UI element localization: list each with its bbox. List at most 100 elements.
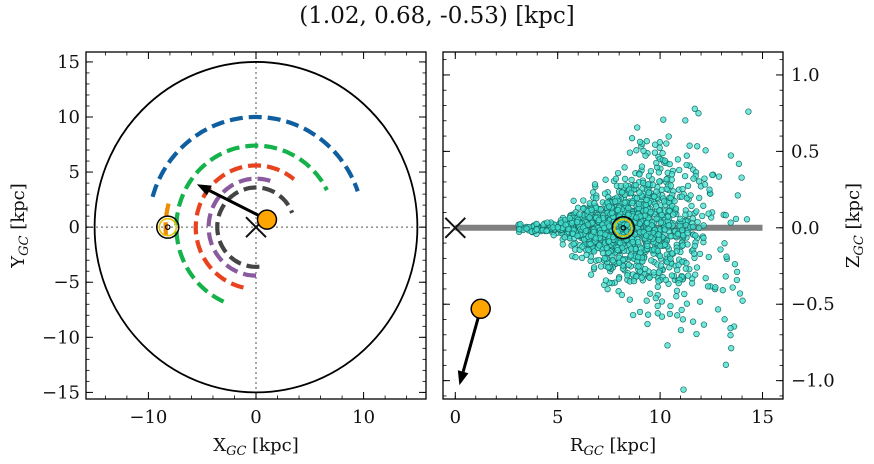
scatter-point bbox=[692, 232, 699, 239]
scatter-point bbox=[647, 209, 654, 216]
scatter-point bbox=[566, 214, 573, 222]
scatter-point bbox=[559, 241, 566, 248]
y-tick-label: −15 bbox=[42, 382, 80, 403]
scatter-point bbox=[644, 320, 651, 328]
scatter-point bbox=[673, 293, 680, 300]
scatter-point bbox=[692, 271, 699, 278]
scatter-point bbox=[640, 147, 647, 155]
scatter-point bbox=[666, 207, 673, 215]
y-tick-label: 15 bbox=[57, 52, 80, 73]
scatter-point bbox=[727, 219, 734, 226]
scatter-point bbox=[712, 284, 719, 291]
scatter-point bbox=[683, 300, 691, 307]
scatter-point bbox=[656, 252, 664, 260]
y-tick-label: −10 bbox=[42, 327, 80, 348]
scatter-point bbox=[681, 290, 688, 298]
scatter-point bbox=[689, 318, 697, 325]
scatter-point bbox=[568, 220, 576, 227]
plot-frame-xy bbox=[85, 51, 427, 400]
scatter-point bbox=[732, 215, 740, 223]
scatter-point bbox=[633, 147, 640, 154]
scatter-point bbox=[614, 246, 621, 254]
sun-marker-ring bbox=[158, 217, 178, 237]
scatter-point bbox=[636, 189, 643, 196]
scatter-point bbox=[653, 188, 660, 195]
scatter-point bbox=[523, 225, 530, 232]
scatter-point bbox=[627, 245, 635, 252]
scatter-point bbox=[736, 290, 744, 297]
scatter-point bbox=[696, 194, 703, 202]
scatter-point bbox=[612, 175, 620, 182]
scatter-point bbox=[682, 265, 689, 272]
scatter-point bbox=[667, 302, 674, 310]
scatter-point bbox=[615, 275, 623, 282]
scatter-point bbox=[579, 243, 586, 250]
scatter-point bbox=[618, 291, 626, 299]
scatter-point bbox=[706, 186, 713, 193]
scatter-point bbox=[562, 221, 569, 228]
scatter-point bbox=[665, 133, 672, 140]
scatter-point bbox=[632, 182, 639, 189]
scatter-point bbox=[576, 211, 583, 218]
x-tick-label: 0 bbox=[450, 407, 461, 428]
y-tick-label: 1.0 bbox=[791, 65, 820, 86]
velocity-arrow-head bbox=[457, 370, 469, 386]
velocity-arrow bbox=[208, 189, 268, 222]
scatter-point bbox=[733, 276, 741, 284]
scatter-point bbox=[630, 277, 638, 285]
x-axis-label: XGC [kpc] bbox=[213, 435, 298, 459]
scatter-point bbox=[617, 182, 625, 190]
y-tick-label: 0.0 bbox=[791, 218, 820, 239]
scatter-point bbox=[653, 215, 660, 222]
scatter-point bbox=[605, 223, 613, 230]
scatter-point bbox=[685, 272, 692, 279]
scatter-point bbox=[733, 268, 741, 276]
y-tick-label: 10 bbox=[57, 107, 80, 128]
scatter-point bbox=[665, 222, 672, 229]
scatter-point bbox=[635, 253, 642, 261]
scatter-point bbox=[635, 238, 642, 246]
scatter-point bbox=[686, 142, 693, 149]
scatter-point bbox=[629, 238, 636, 246]
scatter-point bbox=[626, 149, 634, 156]
scatter-point bbox=[696, 298, 704, 305]
scatter-point bbox=[638, 274, 645, 281]
scatter-point bbox=[595, 256, 602, 264]
scatter-point bbox=[608, 209, 616, 217]
scatter-point bbox=[739, 297, 746, 304]
scatter-point bbox=[663, 176, 670, 183]
scatter-point bbox=[578, 254, 586, 262]
scatter-point bbox=[668, 272, 676, 279]
y-tick-label: 0.5 bbox=[791, 141, 820, 162]
scatter-point bbox=[580, 197, 587, 204]
y-tick-label: −1.0 bbox=[791, 371, 835, 392]
scatter-point bbox=[702, 274, 709, 282]
scatter-point bbox=[658, 211, 665, 219]
scatter-point bbox=[670, 211, 677, 218]
scatter-point bbox=[693, 264, 701, 271]
scatter-point bbox=[727, 152, 735, 159]
scatter-point bbox=[517, 221, 524, 228]
scatter-point bbox=[663, 185, 670, 193]
scatter-point bbox=[683, 152, 690, 159]
scatter-point bbox=[591, 181, 599, 188]
scatter-point bbox=[593, 194, 600, 202]
scatter-point bbox=[700, 321, 708, 328]
scatter-point bbox=[679, 316, 687, 323]
scatter-point bbox=[601, 255, 608, 262]
scatter-point bbox=[660, 198, 668, 205]
scatter-point bbox=[721, 316, 728, 323]
sun-marker-ring bbox=[613, 218, 633, 238]
x-tick-label: −10 bbox=[129, 407, 167, 428]
y-axis-label: ZGC [kpc] bbox=[843, 183, 867, 268]
scatter-point bbox=[584, 221, 592, 228]
scatter-point bbox=[743, 216, 751, 223]
x-tick-label: 5 bbox=[552, 407, 563, 428]
scatter-point bbox=[667, 182, 674, 189]
scatter-point bbox=[658, 313, 666, 320]
scatter-point bbox=[644, 311, 652, 318]
scatter-point bbox=[678, 306, 685, 314]
scatter-point bbox=[605, 203, 613, 210]
scatter-point bbox=[666, 160, 673, 168]
scatter-point bbox=[735, 160, 743, 167]
